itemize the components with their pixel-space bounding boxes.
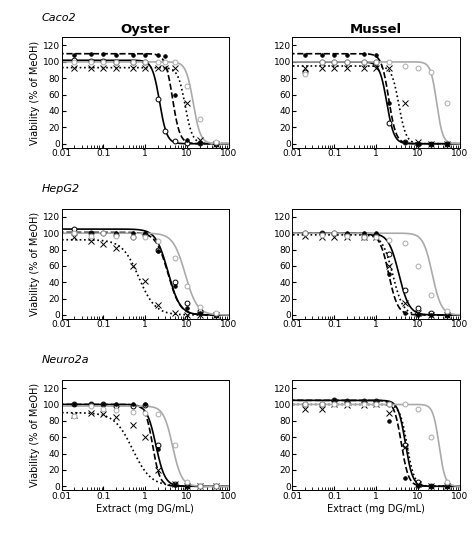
Y-axis label: Viability (% of MeOH): Viability (% of MeOH): [30, 212, 40, 316]
Text: Neuro2a: Neuro2a: [42, 356, 89, 366]
Title: Mussel: Mussel: [350, 23, 402, 36]
X-axis label: Extract (mg DG/mL): Extract (mg DG/mL): [96, 504, 194, 513]
Title: Oyster: Oyster: [120, 23, 170, 36]
Text: HepG2: HepG2: [42, 184, 80, 194]
X-axis label: Extract (mg DG/mL): Extract (mg DG/mL): [327, 504, 425, 513]
Y-axis label: Viability (% of MeOH): Viability (% of MeOH): [30, 41, 40, 144]
Text: Caco2: Caco2: [42, 13, 76, 23]
Y-axis label: Viability (% of MeOH): Viability (% of MeOH): [30, 383, 40, 487]
